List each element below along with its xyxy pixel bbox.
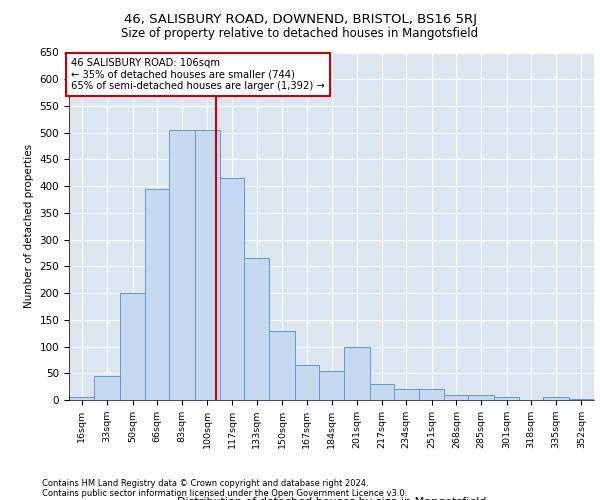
Bar bbox=[220, 178, 244, 400]
Bar bbox=[295, 365, 319, 400]
Text: Contains HM Land Registry data © Crown copyright and database right 2024.: Contains HM Land Registry data © Crown c… bbox=[42, 478, 368, 488]
Bar bbox=[469, 394, 494, 400]
Bar bbox=[569, 399, 594, 400]
X-axis label: Distribution of detached houses by size in Mangotsfield: Distribution of detached houses by size … bbox=[177, 497, 486, 500]
Bar bbox=[69, 398, 94, 400]
Y-axis label: Number of detached properties: Number of detached properties bbox=[24, 144, 34, 308]
Bar bbox=[543, 398, 569, 400]
Bar bbox=[169, 130, 194, 400]
Text: Contains public sector information licensed under the Open Government Licence v3: Contains public sector information licen… bbox=[42, 488, 407, 498]
Bar bbox=[319, 370, 344, 400]
Bar bbox=[344, 346, 370, 400]
Bar bbox=[394, 390, 419, 400]
Bar bbox=[445, 394, 469, 400]
Bar bbox=[494, 398, 519, 400]
Text: Size of property relative to detached houses in Mangotsfield: Size of property relative to detached ho… bbox=[121, 28, 479, 40]
Bar bbox=[244, 258, 269, 400]
Bar bbox=[370, 384, 394, 400]
Text: 46, SALISBURY ROAD, DOWNEND, BRISTOL, BS16 5RJ: 46, SALISBURY ROAD, DOWNEND, BRISTOL, BS… bbox=[124, 12, 476, 26]
Bar bbox=[419, 390, 445, 400]
Bar bbox=[145, 189, 169, 400]
Bar bbox=[120, 293, 145, 400]
Bar bbox=[94, 376, 120, 400]
Bar bbox=[269, 330, 295, 400]
Bar bbox=[194, 130, 220, 400]
Text: 46 SALISBURY ROAD: 106sqm
← 35% of detached houses are smaller (744)
65% of semi: 46 SALISBURY ROAD: 106sqm ← 35% of detac… bbox=[71, 58, 325, 91]
